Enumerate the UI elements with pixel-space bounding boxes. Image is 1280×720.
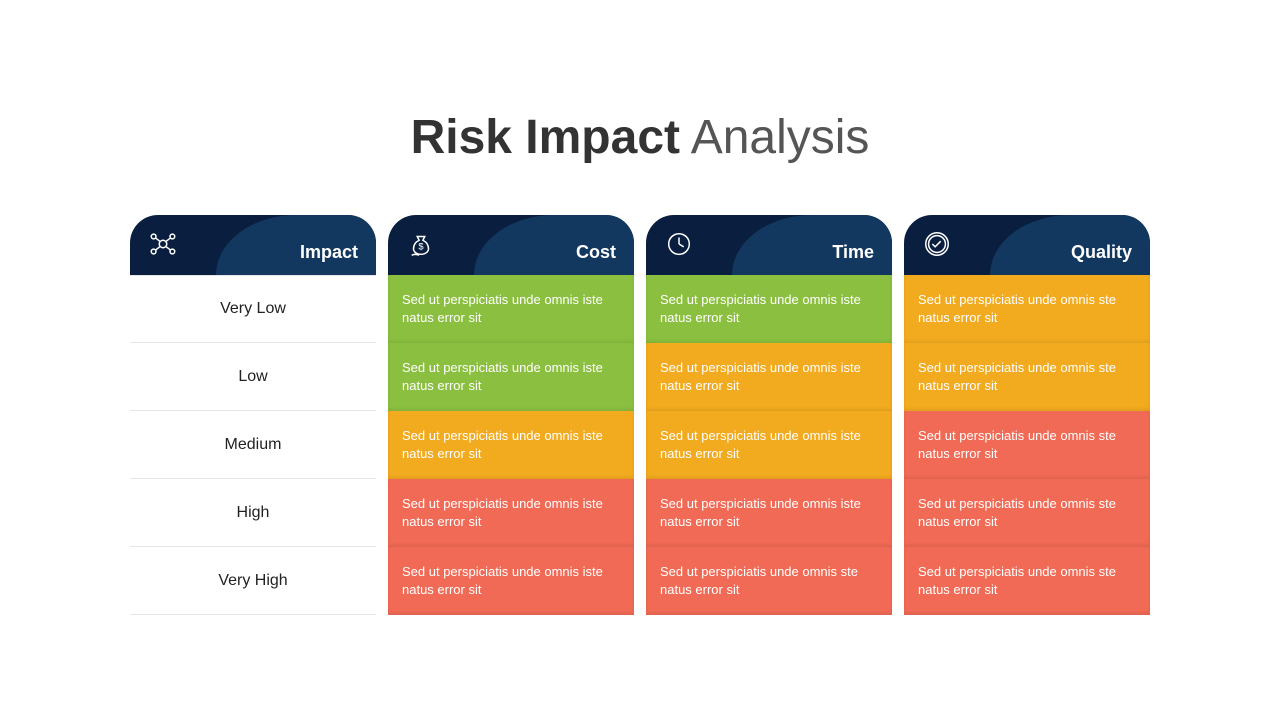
column-quality: Quality Sed ut perspiciatis unde omnis st… (904, 215, 1150, 615)
matrix-cell: Sed ut perspiciatis unde omnis ste natus… (904, 547, 1150, 615)
matrix-cell: Sed ut perspiciatis unde omnis iste natu… (646, 343, 892, 411)
matrix-cell: Sed ut perspiciatis unde omnis ste natus… (904, 479, 1150, 547)
impact-level-row: Low (130, 343, 376, 411)
impact-level-row: Medium (130, 411, 376, 479)
column-label: Cost (576, 242, 616, 263)
slide: Risk Impact Analysis Impact Very LowLowMe… (0, 0, 1280, 720)
column-header-time: Time (646, 215, 892, 275)
title-light: Analysis (680, 111, 869, 164)
column-header-cost: $ Cost (388, 215, 634, 275)
matrix-cell: Sed ut perspiciatis unde omnis iste natu… (646, 479, 892, 547)
matrix-cell: Sed ut perspiciatis unde omnis ste natus… (646, 547, 892, 615)
column-header-impact: Impact (130, 215, 376, 275)
matrix-cell: Sed ut perspiciatis unde omnis iste natu… (388, 275, 634, 343)
clock-icon (664, 229, 694, 259)
title-bold: Risk Impact (411, 111, 680, 164)
moneybag-icon: $ (406, 229, 436, 259)
impact-labels-body: Very LowLowMediumHighVery High (130, 275, 376, 615)
quality-body: Sed ut perspiciatis unde omnis ste natus… (904, 275, 1150, 615)
cost-body: Sed ut perspiciatis unde omnis iste natu… (388, 275, 634, 615)
column-impact: Impact Very LowLowMediumHighVery High (130, 215, 376, 615)
matrix-cell: Sed ut perspiciatis unde omnis iste natu… (388, 343, 634, 411)
network-icon (148, 229, 178, 259)
matrix-cell: Sed ut perspiciatis unde omnis iste natu… (388, 479, 634, 547)
matrix-cell: Sed ut perspiciatis unde omnis iste natu… (646, 411, 892, 479)
column-header-quality: Quality (904, 215, 1150, 275)
matrix-cell: Sed ut perspiciatis unde omnis ste natus… (904, 343, 1150, 411)
impact-level-row: Very High (130, 547, 376, 615)
matrix-cell: Sed ut perspiciatis unde omnis iste natu… (388, 547, 634, 615)
column-label: Time (832, 242, 874, 263)
risk-matrix: Impact Very LowLowMediumHighVery High $ C… (0, 215, 1280, 615)
badge-icon (922, 229, 952, 259)
matrix-cell: Sed ut perspiciatis unde omnis iste natu… (388, 411, 634, 479)
column-time: Time Sed ut perspiciatis unde omnis iste … (646, 215, 892, 615)
impact-level-row: High (130, 479, 376, 547)
svg-text:$: $ (418, 242, 424, 252)
column-label: Quality (1071, 242, 1132, 263)
page-title: Risk Impact Analysis (0, 0, 1280, 215)
column-label: Impact (300, 242, 358, 263)
column-cost: $ CostSed ut perspiciatis unde omnis ist… (388, 215, 634, 615)
matrix-cell: Sed ut perspiciatis unde omnis ste natus… (904, 411, 1150, 479)
time-body: Sed ut perspiciatis unde omnis iste natu… (646, 275, 892, 615)
matrix-cell: Sed ut perspiciatis unde omnis iste natu… (646, 275, 892, 343)
impact-level-row: Very Low (130, 275, 376, 343)
matrix-cell: Sed ut perspiciatis unde omnis ste natus… (904, 275, 1150, 343)
